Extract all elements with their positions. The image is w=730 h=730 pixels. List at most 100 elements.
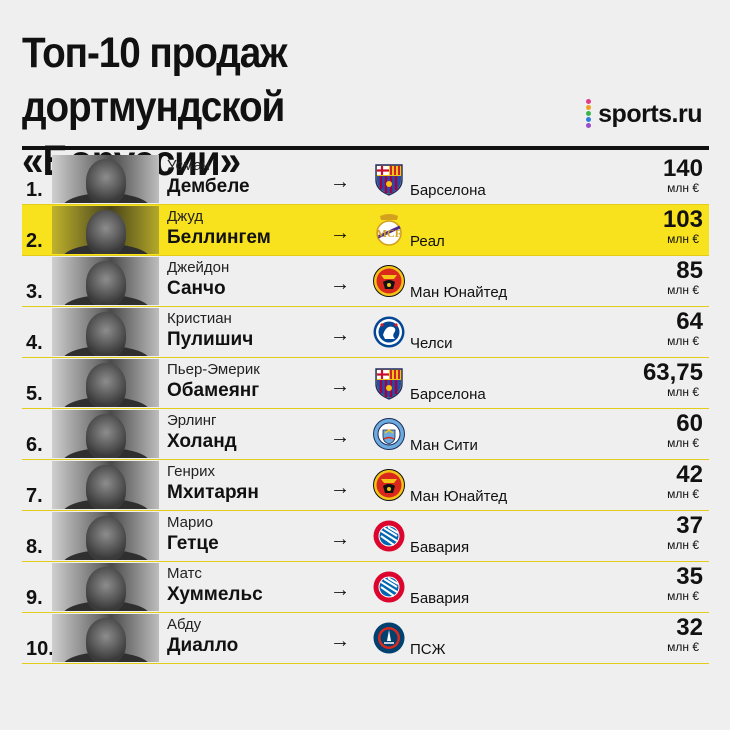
player-photo: [52, 155, 159, 203]
transfer-fee: 32 млн €: [613, 616, 703, 655]
fee-unit: млн €: [667, 589, 699, 603]
arrow-right-icon: →: [330, 375, 350, 397]
table-row: 9. Матс Хуммельс → Бавария 35 млн €: [22, 562, 709, 613]
transfer-fee: 35 млн €: [613, 563, 703, 604]
rank: 3.: [26, 281, 43, 303]
table-row: 5. Пьер-Эмерик Обамеянг → Барселона 63,75 млн …: [22, 358, 709, 409]
table-row: 7. Генрих Мхитарян → Ман Юнайтед 42 млн €: [22, 460, 709, 511]
table-row: 4. Кристиан Пулишич → Челси 64 млн €: [22, 307, 709, 358]
fee-value: 140: [662, 155, 703, 182]
arrow-right-icon: →: [330, 528, 350, 550]
club-name: Челси: [410, 335, 453, 352]
svg-text:MCF: MCF: [376, 228, 401, 240]
rank: 8.: [26, 536, 43, 558]
table-row: 2. Джуд Беллингем → MCF Реал 103 млн €: [22, 205, 709, 256]
club-name: Бавария: [410, 539, 470, 556]
transfer-fee: 103 млн €: [613, 206, 703, 247]
player-photo: [52, 614, 159, 662]
rank: 6.: [26, 434, 43, 456]
brand-dots-icon: [584, 99, 594, 129]
page-title: Топ-10 продаж дортмундской «Боруссии»: [22, 29, 288, 185]
player-photo: [52, 461, 159, 509]
transfer-fee: 37 млн €: [613, 512, 703, 553]
player-last-name: Гетце: [167, 533, 219, 554]
player-first-name: Марио: [167, 514, 214, 531]
rank: 10.: [26, 638, 54, 660]
player-photo: [52, 512, 159, 560]
fee-value: 42: [676, 461, 703, 488]
rank: 1.: [26, 179, 43, 201]
rank: 9.: [26, 587, 43, 609]
arrow-right-icon: →: [330, 477, 350, 499]
fee-unit: млн €: [667, 385, 699, 399]
fee-value: 85: [676, 257, 703, 284]
fee-unit: млн €: [667, 538, 699, 552]
bayern-crest-icon: [372, 519, 406, 553]
player-photo: [52, 206, 159, 254]
player-first-name: Усман: [167, 157, 210, 174]
fee-unit: млн €: [667, 181, 699, 195]
transfer-fee: 64 млн €: [613, 310, 703, 349]
player-first-name: Генрих: [167, 463, 215, 480]
player-photo: [52, 359, 159, 407]
player-first-name: Джейдон: [167, 259, 230, 276]
manchester-city-crest-icon: [372, 417, 406, 451]
fee-unit: млн €: [667, 334, 699, 348]
brand-name: sports.ru: [598, 99, 702, 128]
fee-unit: млн €: [667, 232, 699, 246]
club-name: Барселона: [410, 182, 486, 199]
transfer-fee: 42 млн €: [613, 461, 703, 502]
player-last-name: Пулишич: [167, 329, 254, 350]
arrow-right-icon: →: [330, 273, 350, 295]
table-row: 3. Джейдон Санчо → Ман Юнайтед 85 млн €: [22, 256, 709, 307]
player-last-name: Дембеле: [167, 176, 250, 197]
fee-value: 103: [662, 206, 703, 233]
transfer-fee: 63,75 млн €: [593, 359, 703, 400]
club-name: Барселона: [410, 386, 486, 403]
player-first-name: Эрлинг: [167, 412, 217, 429]
player-last-name: Холанд: [167, 431, 237, 452]
fee-unit: млн €: [667, 436, 699, 450]
club-name: Ман Сити: [410, 437, 478, 454]
transfer-table: 1. Усман Дембеле → Барселона 140 млн €2. Джуд Бе…: [22, 154, 709, 664]
player-photo: [52, 410, 159, 458]
player-first-name: Матс: [167, 565, 202, 582]
club-name: Бавария: [410, 590, 470, 607]
brand-logo: sports.ru: [584, 98, 702, 130]
arrow-right-icon: →: [330, 630, 350, 652]
club-name: Реал: [410, 233, 445, 250]
barcelona-crest-icon: [372, 162, 406, 196]
manchester-united-crest-icon: [372, 468, 406, 502]
player-last-name: Беллингем: [167, 227, 271, 248]
bayern-crest-icon: [372, 570, 406, 604]
arrow-right-icon: →: [330, 426, 350, 448]
fee-value: 37: [676, 512, 703, 539]
rank: 4.: [26, 332, 43, 354]
transfer-fee: 60 млн €: [613, 410, 703, 451]
fee-value: 63,75: [642, 359, 703, 386]
club-name: Ман Юнайтед: [410, 488, 508, 505]
player-last-name: Мхитарян: [167, 482, 259, 503]
chelsea-crest-icon: [372, 315, 406, 349]
player-last-name: Диалло: [167, 635, 239, 656]
player-first-name: Пьер-Эмерик: [167, 361, 260, 378]
player-last-name: Санчо: [167, 278, 226, 299]
fee-value: 60: [676, 410, 703, 437]
player-photo: [52, 257, 159, 305]
player-last-name: Хуммельс: [167, 584, 263, 605]
player-photo: [52, 308, 159, 356]
player-first-name: Кристиан: [167, 310, 232, 327]
manchester-united-crest-icon: [372, 264, 406, 298]
player-photo: [52, 563, 159, 611]
fee-unit: млн €: [667, 487, 699, 501]
arrow-right-icon: →: [330, 324, 350, 346]
club-name: Ман Юнайтед: [410, 284, 508, 301]
header-divider: [22, 146, 709, 150]
table-row: 1. Усман Дембеле → Барселона 140 млн €: [22, 154, 709, 205]
fee-value: 35: [676, 563, 703, 590]
rank: 5.: [26, 383, 43, 405]
table-row: 8. Марио Гетце → Бавария 37 млн €: [22, 511, 709, 562]
player-last-name: Обамеянг: [167, 380, 260, 401]
arrow-right-icon: →: [330, 222, 350, 244]
table-row: 6. Эрлинг Холанд → Ман Сити 60 млн €: [22, 409, 709, 460]
